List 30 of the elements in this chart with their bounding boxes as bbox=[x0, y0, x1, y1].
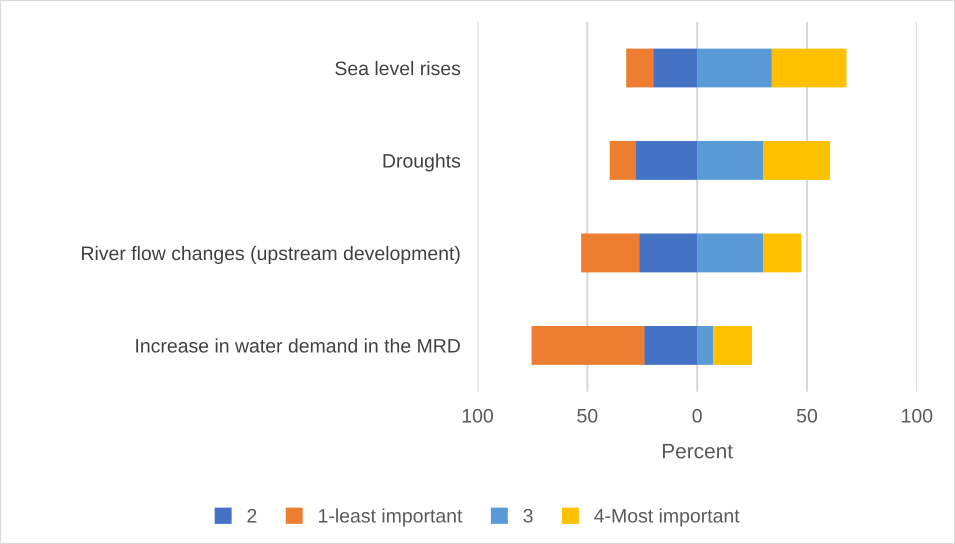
x-tick-label: 0 bbox=[692, 408, 702, 423]
bar bbox=[763, 234, 802, 272]
bar bbox=[697, 326, 714, 365]
bar bbox=[581, 234, 640, 272]
y-tick-label: River flow changes (upstream development) bbox=[82, 246, 460, 264]
bar bbox=[610, 141, 636, 180]
bar bbox=[697, 234, 764, 272]
bar bbox=[626, 48, 654, 88]
y-tick-label: Increase in water demand in the MRD bbox=[136, 338, 460, 353]
legend-label: 4-Most important bbox=[594, 508, 740, 526]
bar bbox=[532, 326, 644, 365]
x-axis-title: Percent bbox=[662, 444, 733, 458]
x-tick-label: 50 bbox=[577, 408, 598, 423]
y-tick-label: Sea level rises bbox=[335, 60, 460, 76]
bar bbox=[639, 234, 698, 272]
legend-label: 2 bbox=[247, 508, 256, 522]
bar bbox=[653, 48, 698, 88]
bar bbox=[697, 48, 772, 88]
bar bbox=[713, 326, 752, 365]
legend-label: 1-least important bbox=[319, 508, 462, 526]
y-tick-label: Droughts bbox=[384, 153, 460, 172]
bar bbox=[772, 48, 847, 88]
legend-label: 3 bbox=[523, 508, 533, 523]
x-tick-label: 100 bbox=[902, 408, 932, 423]
bar bbox=[763, 141, 830, 180]
bar bbox=[644, 326, 698, 365]
bar bbox=[636, 141, 698, 180]
x-tick-label: 50 bbox=[796, 408, 818, 423]
x-tick-label: 100 bbox=[462, 408, 493, 423]
bar bbox=[697, 141, 764, 180]
